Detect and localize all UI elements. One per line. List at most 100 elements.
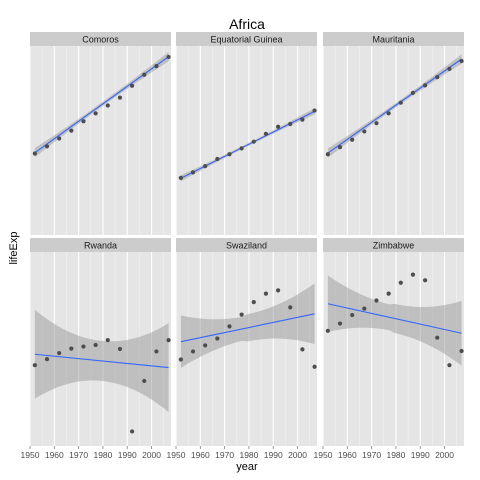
data-point [203,164,207,168]
x-tick-label: 1980 [386,450,405,460]
data-point [166,338,170,342]
data-point [240,146,244,150]
x-tick-label: 1990 [411,450,430,460]
facet-rwanda: Rwanda [30,238,171,446]
data-point [399,101,403,105]
data-point [374,298,378,302]
data-point [435,336,439,340]
data-point [447,363,451,367]
data-point [300,347,304,351]
data-point [276,125,280,129]
data-point [191,349,195,353]
data-point [312,365,316,369]
data-point [338,321,342,325]
data-point [300,118,304,122]
data-point [94,343,98,347]
data-point [252,140,256,144]
facet-zimbabwe: Zimbabwe [323,238,464,446]
facet-equatorial-guinea: Equatorial Guinea [176,32,317,235]
data-point [45,144,49,148]
data-point [326,152,330,156]
x-tick-label: 2000 [435,450,454,460]
data-point [264,132,268,136]
panel-background [176,46,317,235]
data-point [203,343,207,347]
x-tick-label: 1950 [167,450,186,460]
x-axis-ticks: 1950 1960 1970 1980 1990 2000 1950 1960 1970 1980… [21,446,455,460]
data-point [447,67,451,71]
data-point [326,329,330,333]
data-point [411,91,415,95]
data-point [154,64,158,68]
data-point [69,346,73,350]
x-tick-label: 1950 [314,450,333,460]
x-tick-label: 1990 [118,450,137,460]
data-point [179,357,183,361]
data-point [459,59,463,63]
data-point [459,349,463,353]
x-tick-label: 1970 [69,450,88,460]
x-tick-label: 2000 [288,450,307,460]
x-axis-title: year [236,461,258,473]
data-point [350,138,354,142]
facet-strip-label: Comoros [82,35,119,45]
data-point [118,347,122,351]
x-tick-label: 2000 [142,450,161,460]
data-point [130,84,134,88]
data-point [374,121,378,125]
data-point [240,313,244,317]
x-tick-label: 1960 [338,450,357,460]
x-tick-label: 1960 [191,450,210,460]
facet-strip-label: Equatorial Guinea [210,35,282,45]
x-tick-label: 1990 [264,450,283,460]
data-point [288,305,292,309]
data-point [423,83,427,87]
data-point [57,136,61,140]
data-point [81,344,85,348]
x-tick-label: 1980 [239,450,258,460]
x-tick-label: 1950 [21,450,40,460]
data-point [264,292,268,296]
chart-title: Africa [229,16,265,32]
data-point [288,122,292,126]
data-point [215,157,219,161]
data-point [227,152,231,156]
data-point [227,324,231,328]
x-tick-label: 1960 [45,450,64,460]
data-point [33,151,37,155]
data-point [252,300,256,304]
data-point [118,95,122,99]
data-point [435,75,439,79]
data-point [45,357,49,361]
y-axis-title: lifeExp [8,231,20,264]
data-point [94,111,98,115]
data-point [423,278,427,282]
facet-swaziland: Swaziland [176,238,317,446]
facet-strip-label: Swaziland [226,241,267,251]
data-point [387,292,391,296]
data-point [215,336,219,340]
facet-strip-label: Mauritania [372,35,414,45]
x-tick-label: 1970 [362,450,381,460]
data-point [154,349,158,353]
facet-mauritania: Mauritania [323,32,464,235]
data-point [350,313,354,317]
facet-comoros: Comoros [30,32,171,235]
data-point [191,170,195,174]
data-point [69,129,73,133]
data-point [57,351,61,355]
data-point [387,111,391,115]
facet-strip-label: Rwanda [84,241,117,251]
facet-strip-label: Zimbabwe [373,241,415,251]
data-point [166,55,170,59]
data-point [362,306,366,310]
data-point [142,73,146,77]
facet-panels: Comoros Equatorial Guinea Mauritania Rwanda… [30,32,464,446]
data-point [130,429,134,433]
data-point [106,103,110,107]
x-tick-label: 1980 [93,450,112,460]
data-point [179,176,183,180]
data-point [81,119,85,123]
data-point [276,288,280,292]
